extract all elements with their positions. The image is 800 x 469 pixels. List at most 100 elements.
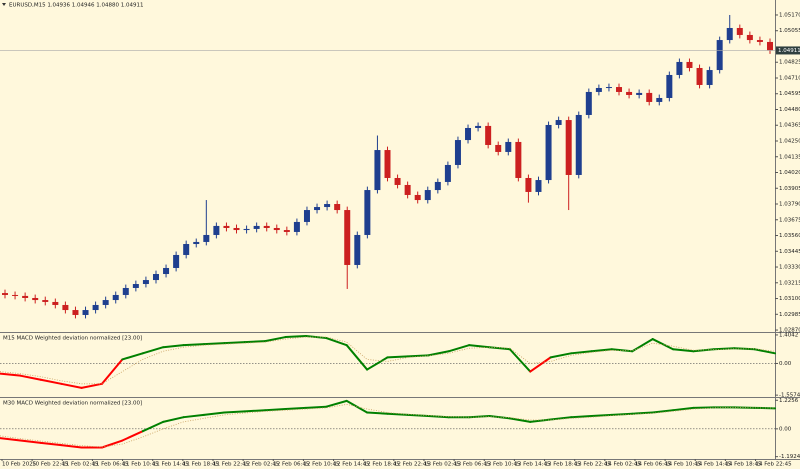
- candle-body: [434, 181, 441, 191]
- indicator-line: [366, 356, 389, 371]
- x-tick-label: 11 Feb 14:45: [153, 462, 190, 468]
- candle-body: [616, 87, 623, 92]
- y-tick-label: 1.02985: [779, 312, 800, 318]
- indicator-line: [651, 409, 675, 414]
- candle-body: [163, 267, 170, 275]
- candle-body: [213, 225, 220, 235]
- menu-arrow[interactable]: [2, 3, 6, 6]
- x-tick-label: 10 Feb 22:45: [32, 462, 69, 468]
- x-tick-label: 10 Feb 2025: [2, 462, 37, 468]
- candle-body: [676, 61, 683, 75]
- candle-body: [424, 190, 431, 201]
- candle-body: [444, 164, 451, 182]
- indicator-line: [19, 374, 42, 381]
- indicator-line: [631, 411, 654, 415]
- candle-body: [183, 244, 190, 255]
- x-tick-label: 14 Feb 22:45: [756, 462, 793, 468]
- x-tick-label: 11 Feb 22:45: [213, 462, 250, 468]
- candle-body: [52, 301, 59, 305]
- y-tick-label: 1.04825: [779, 60, 800, 66]
- y-tick-label: 1.03675: [779, 217, 800, 223]
- candle-body: [726, 27, 733, 41]
- indicator-line: [39, 441, 63, 447]
- candle-body: [102, 300, 109, 305]
- indicator-line: [508, 417, 532, 423]
- x-tick-label: 13 Feb 06:45: [454, 462, 491, 468]
- x-tick-label: 12 Feb 10:45: [303, 462, 340, 468]
- x-tick-label: 14 Feb 06:45: [635, 462, 672, 468]
- indicator-line: [427, 415, 450, 419]
- indicator-line: [223, 410, 246, 414]
- candle-body: [193, 241, 200, 245]
- x-tick-label: 12 Feb 14:45: [334, 462, 371, 468]
- panel-title: M15 MACD Weighted deviation normalized […: [3, 336, 142, 342]
- candle-body: [22, 295, 29, 298]
- candle-body: [465, 127, 472, 141]
- candle-body: [454, 140, 461, 165]
- candle-body: [92, 304, 99, 311]
- current-price-box: [776, 46, 800, 55]
- candle-body: [42, 300, 49, 302]
- candle-body: [62, 304, 69, 311]
- signal-line: [0, 403, 776, 448]
- indicator-line: [345, 344, 369, 371]
- x-tick-label: 14 Feb 10:45: [665, 462, 702, 468]
- indicator-line: [468, 415, 491, 419]
- x-tick-label: 14 Feb 14:45: [695, 462, 732, 468]
- candle-body: [364, 190, 371, 235]
- indicator-line: [121, 430, 144, 442]
- y-tick-label: -1.5574: [779, 393, 800, 399]
- indicator-line: [60, 382, 83, 389]
- x-tick-label: 13 Feb 10:45: [484, 462, 521, 468]
- x-tick-label: 13 Feb 14:45: [514, 462, 551, 468]
- y-tick-label: 1.03330: [779, 265, 800, 271]
- indicator-line: [325, 399, 348, 408]
- candle-body: [203, 234, 210, 242]
- y-tick-label: 1.2256: [779, 398, 799, 404]
- indicator-line: [610, 412, 634, 416]
- indicator-line: [406, 354, 430, 358]
- candle-body: [696, 67, 703, 85]
- indicator-line: [386, 412, 409, 416]
- x-tick-label: 11 Feb 10:45: [123, 462, 160, 468]
- indicator-line: [529, 356, 552, 373]
- indicator-line: [427, 350, 450, 357]
- candle-body: [384, 150, 391, 178]
- y-tick-label: 1.03905: [779, 186, 800, 192]
- y-tick-label: 1.05055: [779, 28, 800, 34]
- candle-body: [716, 40, 723, 71]
- candle-body: [575, 114, 582, 175]
- candle-body: [535, 180, 542, 192]
- indicator-line: [651, 338, 675, 351]
- indicator-line: [141, 346, 165, 355]
- indicator-line: [753, 348, 776, 355]
- candle-body: [12, 294, 19, 296]
- indicator-line: [488, 346, 511, 351]
- candle-body: [686, 61, 693, 68]
- indicator-line: [733, 347, 756, 351]
- indicator-line: [223, 341, 246, 345]
- y-tick-label: 1.04710: [779, 75, 800, 81]
- candle-body: [2, 293, 8, 295]
- indicator-line: [141, 420, 165, 433]
- candle-body: [303, 210, 310, 222]
- y-tick-label: 1.03560: [779, 233, 800, 239]
- panel-title: M30 MACD Weighted deviation normalized […: [3, 401, 142, 407]
- indicator-line: [162, 416, 185, 423]
- y-tick-label: 0.00: [779, 361, 792, 367]
- x-tick-label: 12 Feb 22:45: [394, 462, 431, 468]
- candle-body: [314, 207, 321, 211]
- candle-body: [283, 230, 290, 232]
- x-tick-label: 14 Feb 02:45: [605, 462, 642, 468]
- y-tick-label: -1.1924: [779, 454, 800, 460]
- candle-body: [82, 310, 89, 315]
- indicator-line: [0, 437, 22, 442]
- indicator-line: [39, 378, 63, 385]
- indicator-line: [508, 348, 532, 373]
- candle-body: [706, 70, 713, 85]
- candle-body: [636, 92, 643, 95]
- indicator-line: [60, 444, 83, 449]
- x-tick-label: 11 Feb 18:45: [183, 462, 220, 468]
- candle-body: [152, 274, 159, 281]
- candle-body: [374, 150, 381, 191]
